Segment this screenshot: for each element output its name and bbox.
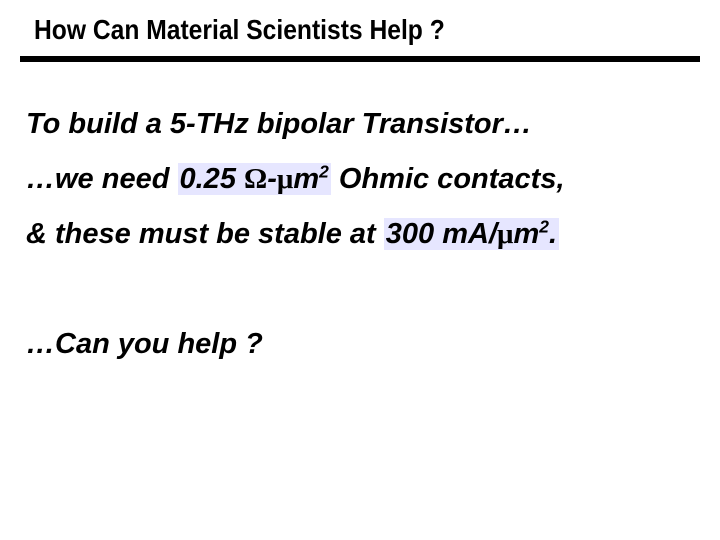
l3-hl-dot: .: [549, 218, 557, 250]
slide: How Can Material Scientists Help ? To bu…: [0, 0, 720, 540]
omega-symbol: Ω: [244, 163, 267, 195]
l3-hl-value: 300 mA/: [386, 218, 497, 250]
l2-hl-dash: -: [267, 163, 277, 195]
l2-suffix: Ohmic contacts,: [331, 163, 565, 195]
l3-hl-sup: 2: [539, 216, 549, 236]
body-line-1: To build a 5-THz bipolar Transistor…: [26, 108, 694, 141]
body-line-3: & these must be stable at 300 mA/μm2.: [26, 218, 694, 251]
l2-hl-value: 0.25: [180, 163, 245, 195]
l3-prefix: & these must be stable at: [26, 218, 384, 250]
slide-title: How Can Material Scientists Help ?: [34, 14, 445, 46]
l3-hl-m: m: [513, 218, 539, 250]
body-line-4: …Can you help ?: [26, 328, 694, 361]
mu-symbol: μ: [277, 163, 293, 195]
body-line-2: …we need 0.25 Ω-μm2 Ohmic contacts,: [26, 163, 694, 196]
l2-prefix: …we need: [26, 163, 178, 195]
l2-hl-m: m: [293, 163, 319, 195]
l2-hl-sup: 2: [319, 161, 329, 181]
title-divider: [20, 56, 700, 62]
mu-symbol-2: μ: [497, 218, 513, 250]
l2-highlight: 0.25 Ω-μm2: [178, 163, 331, 195]
l3-highlight: 300 mA/μm2.: [384, 218, 559, 250]
